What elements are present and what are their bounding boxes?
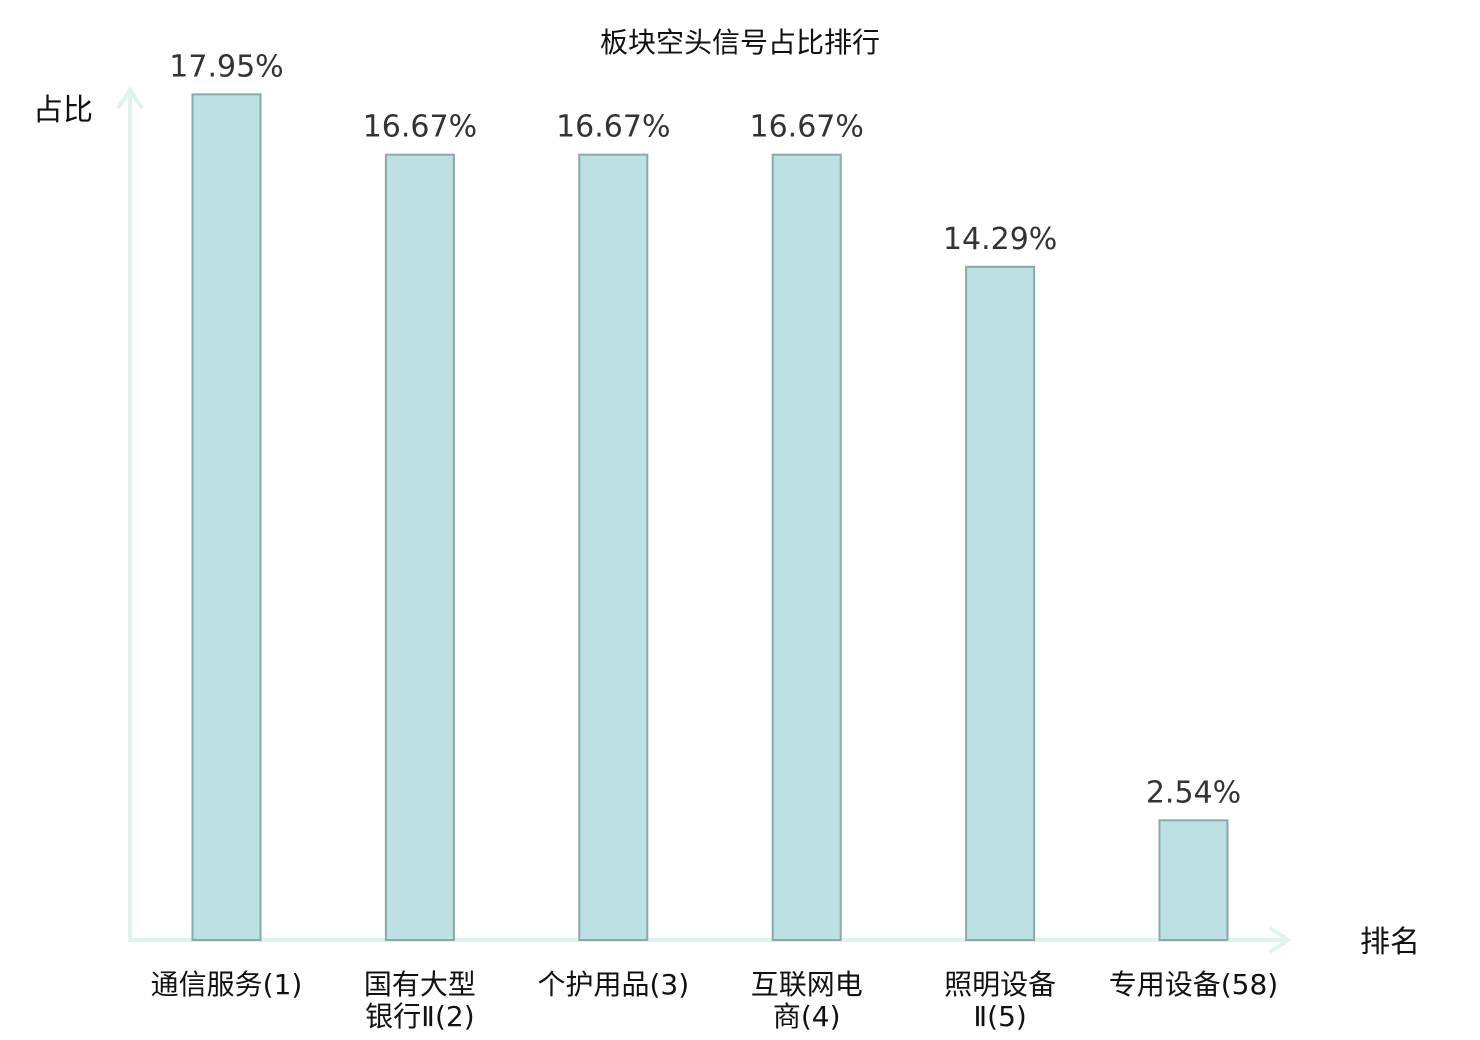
bar-3 — [578, 153, 649, 941]
category-labels-group: 通信服务(1) 国有大型银行Ⅱ(2) 个护用品(3) 互联网电商(4) 照明设备 Ⅱ(5)… — [151, 968, 1279, 1033]
value-label-1: 17.95% — [169, 49, 283, 84]
chart-title: 板块空头信号占比排行 — [600, 26, 880, 59]
value-label-2: 16.67% — [363, 110, 477, 145]
bar-2 — [384, 153, 455, 941]
bar-5 — [965, 265, 1036, 941]
value-label-3: 16.67% — [556, 110, 670, 145]
axes — [116, 86, 1292, 954]
category-label-5: 照明设备 Ⅱ(5) — [944, 968, 1056, 1033]
category-label-6: 专用设备(58) — [1109, 968, 1278, 1001]
x-axis-label: 排名 — [1360, 925, 1420, 960]
category-label-2: 国有大型银行Ⅱ(2) — [364, 968, 476, 1033]
bar-6 — [1158, 819, 1229, 941]
value-label-5: 14.29% — [943, 222, 1057, 257]
y-axis-arrow-icon — [116, 86, 144, 110]
category-label-3: 个护用品(3) — [537, 968, 689, 1001]
category-label-4: 互联网电商(4) — [751, 968, 863, 1033]
category-label-1: 通信服务(1) — [151, 968, 303, 1001]
bar-4 — [771, 153, 842, 941]
value-label-4: 16.67% — [750, 110, 864, 145]
bars-group — [191, 93, 1229, 942]
bar-1 — [191, 93, 262, 942]
x-axis-arrow-icon — [1268, 926, 1292, 954]
y-axis-label: 占比 — [33, 93, 93, 128]
value-labels-group: 17.95% 16.67% 16.67% 16.67% 14.29% 2.54% — [169, 49, 1241, 810]
value-label-6: 2.54% — [1146, 775, 1241, 810]
